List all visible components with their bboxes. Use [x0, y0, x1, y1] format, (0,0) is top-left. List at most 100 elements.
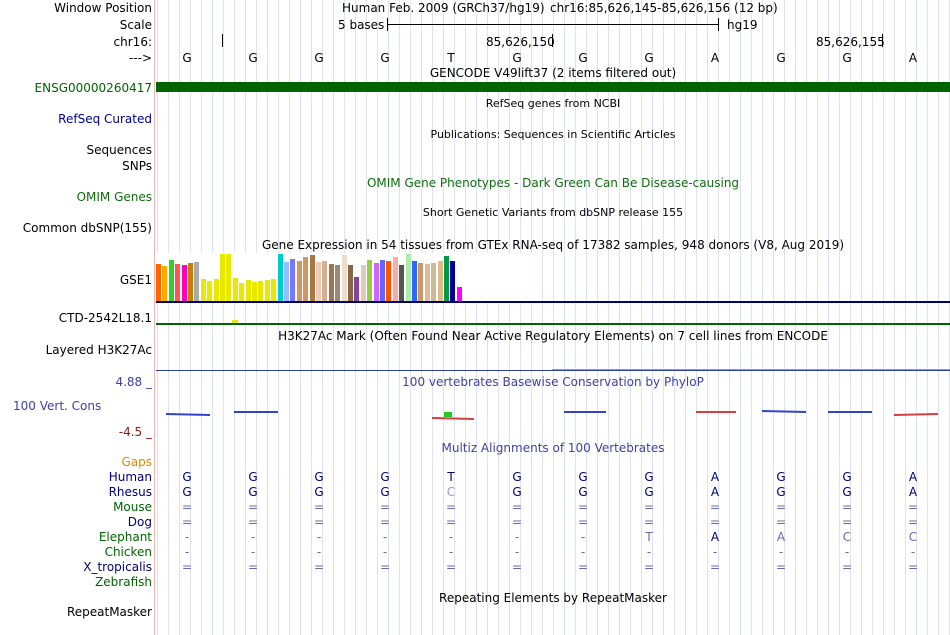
gtex-tissue-bar[interactable] — [220, 254, 225, 301]
gtex-tissue-bar[interactable] — [278, 254, 283, 301]
gtex-tissue-bar[interactable] — [412, 261, 417, 301]
gaps-label[interactable]: Gaps — [121, 455, 152, 469]
gtex-tissue-bar[interactable] — [169, 260, 174, 301]
gtex-tissue-bar[interactable] — [386, 261, 391, 301]
alignment-base: G — [314, 470, 324, 484]
gtex-tissue-bar[interactable] — [214, 279, 219, 301]
gtex-tissue-bar[interactable] — [367, 260, 372, 301]
gtex-tissue-bar[interactable] — [156, 264, 161, 301]
ensg-gene-label[interactable]: ENSG00000260417 — [34, 81, 152, 95]
multiz-track-title[interactable]: Multiz Alignments of 100 Vertebrates — [441, 441, 665, 455]
repeatmasker-track-title[interactable]: Repeating Elements by RepeatMasker — [439, 591, 667, 605]
omim-track-title[interactable]: OMIM Gene Phenotypes - Dark Green Can Be… — [366, 176, 740, 190]
gse1-gene-label[interactable]: GSE1 — [119, 273, 152, 287]
gtex-tissue-bar[interactable] — [265, 280, 270, 301]
alignment-base: G — [776, 485, 786, 499]
omim-genes-label[interactable]: OMIM Genes — [76, 190, 152, 204]
gtex-tissue-bar[interactable] — [380, 260, 385, 301]
ensg-gene-bar[interactable] — [156, 82, 950, 92]
species-label[interactable]: Dog — [127, 515, 152, 529]
species-label[interactable]: X_tropicalis — [83, 560, 152, 574]
gtex-tissue-bar[interactable] — [406, 254, 411, 301]
gtex-tissue-bar[interactable] — [438, 261, 443, 301]
gtex-expression-chart[interactable] — [156, 253, 536, 301]
ruler-base: G — [842, 51, 852, 65]
gtex-tissue-bar[interactable] — [310, 255, 315, 301]
gtex-tissue-bar[interactable] — [303, 257, 308, 301]
species-label[interactable]: Chicken — [104, 545, 152, 559]
ruler-tick-1 — [222, 34, 223, 47]
species-label[interactable]: Elephant — [98, 530, 152, 544]
gtex-tissue-bar[interactable] — [162, 266, 167, 301]
grid-line — [652, 0, 653, 635]
ctd-gene-line[interactable] — [156, 323, 950, 325]
ruler-base: G — [380, 51, 390, 65]
alignment-base: = — [643, 560, 655, 574]
gtex-tissue-bar[interactable] — [194, 262, 199, 301]
h3k27ac-track-title[interactable]: H3K27Ac Mark (Often Found Near Active Re… — [278, 329, 828, 343]
ctd-gene-label[interactable]: CTD-2542L18.1 — [58, 311, 152, 325]
publications-track-title[interactable]: Publications: Sequences in Scientific Ar… — [430, 128, 676, 141]
gtex-tissue-bar[interactable] — [284, 262, 289, 301]
gtex-tissue-bar[interactable] — [201, 279, 206, 301]
conservation-track-label[interactable]: 100 Vert. Cons — [13, 399, 102, 413]
layered-h3k27ac-label[interactable]: Layered H3K27Ac — [45, 343, 152, 357]
gencode-track-title[interactable]: GENCODE V49lift37 (2 items filtered out) — [429, 66, 677, 80]
gtex-tissue-bar[interactable] — [252, 282, 257, 301]
alignment-base: = — [445, 500, 457, 514]
gtex-tissue-bar[interactable] — [322, 261, 327, 301]
gtex-tissue-bar[interactable] — [335, 265, 340, 301]
gtex-tissue-bar[interactable] — [399, 265, 404, 301]
gtex-tissue-bar[interactable] — [354, 277, 359, 301]
grid-line — [905, 0, 906, 635]
gtex-tissue-bar[interactable] — [239, 283, 244, 301]
gtex-tissue-bar[interactable] — [297, 261, 302, 301]
alignment-base: = — [775, 500, 787, 514]
dbsnp-track-title[interactable]: Short Genetic Variants from dbSNP releas… — [422, 206, 684, 219]
gtex-tissue-bar[interactable] — [361, 265, 366, 301]
window-coordinates[interactable]: chr16:85,626,145-85,626,156 (12 bp) — [550, 1, 778, 15]
gtex-tissue-bar[interactable] — [348, 265, 353, 301]
sequences-label[interactable]: Sequences — [86, 143, 152, 157]
phylop-segment — [761, 410, 807, 413]
alignment-base: = — [181, 515, 193, 529]
gtex-tissue-bar[interactable] — [175, 264, 180, 301]
gtex-tissue-bar[interactable] — [342, 255, 347, 301]
gtex-tissue-bar[interactable] — [444, 256, 449, 301]
snps-label[interactable]: SNPs — [122, 159, 152, 173]
gtex-tissue-bar[interactable] — [418, 263, 423, 301]
gtex-tissue-bar[interactable] — [329, 264, 334, 301]
species-label[interactable]: Rhesus — [108, 485, 152, 499]
grid-line — [729, 0, 730, 635]
species-label[interactable]: Human — [108, 470, 152, 484]
alignment-base: - — [250, 530, 256, 544]
refseq-track-title[interactable]: RefSeq genes from NCBI — [485, 97, 621, 110]
gtex-tissue-bar[interactable] — [425, 264, 430, 301]
gtex-tissue-bar[interactable] — [188, 263, 193, 301]
species-label[interactable]: Zebrafish — [95, 575, 152, 589]
gtex-tissue-bar[interactable] — [457, 287, 462, 301]
conservation-track-title[interactable]: 100 vertebrates Basewise Conservation by… — [402, 375, 704, 389]
gtex-tissue-bar[interactable] — [450, 261, 455, 301]
gtex-tissue-bar[interactable] — [374, 263, 379, 301]
gtex-tissue-bar[interactable] — [316, 262, 321, 301]
gtex-track-title[interactable]: Gene Expression in 54 tissues from GTEx … — [261, 238, 845, 252]
repeatmasker-label[interactable]: RepeatMasker — [66, 605, 152, 619]
gtex-tissue-bar[interactable] — [226, 254, 231, 301]
grid-line — [894, 0, 895, 635]
species-label[interactable]: Mouse — [113, 500, 152, 514]
ruler-base: T — [447, 51, 455, 65]
gtex-tissue-bar[interactable] — [393, 257, 398, 301]
gtex-tissue-bar[interactable] — [233, 278, 238, 301]
gtex-tissue-bar[interactable] — [431, 263, 436, 301]
gtex-tissue-bar[interactable] — [290, 259, 295, 301]
gtex-tissue-bar[interactable] — [207, 281, 212, 301]
gtex-tissue-bar[interactable] — [271, 279, 276, 301]
gtex-tissue-bar[interactable] — [246, 280, 251, 301]
alignment-base: G — [248, 485, 258, 499]
gtex-tissue-bar[interactable] — [182, 265, 187, 301]
alignment-base: G — [512, 470, 522, 484]
gtex-tissue-bar[interactable] — [258, 281, 263, 301]
refseq-curated-label[interactable]: RefSeq Curated — [58, 112, 152, 126]
common-dbsnp-label[interactable]: Common dbSNP(155) — [22, 221, 152, 235]
